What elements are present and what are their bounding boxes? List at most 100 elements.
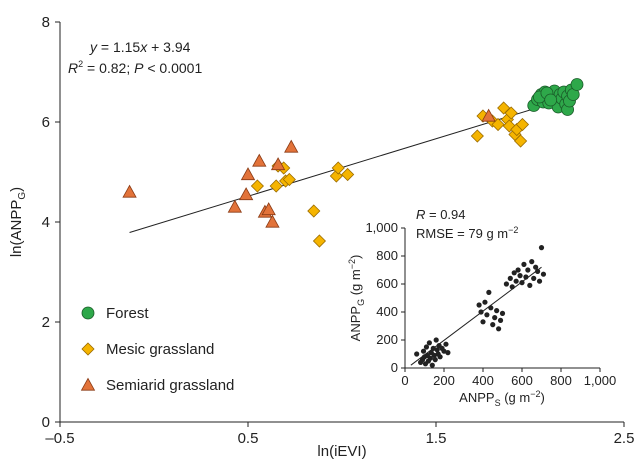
inset-chart: 0 200 400 600 800 1,000 0 200 400 600 800 1,000 R … <box>340 207 618 408</box>
inset-point <box>426 340 432 346</box>
inset-point <box>509 284 515 290</box>
inset-y-tick-label: 400 <box>376 304 398 319</box>
inset-point <box>538 245 545 251</box>
inset-point <box>525 267 531 273</box>
x-axis-title: ln(iEVI) <box>317 443 366 460</box>
legend-label-mesic-grassland: Mesic grassland <box>106 341 214 358</box>
inset-y-tick-label: 0 <box>391 360 398 375</box>
inset-point <box>513 278 519 284</box>
semiarid-grassland-point <box>252 153 267 167</box>
semiarid-grassland-point <box>265 214 280 228</box>
mesic-grassland-point <box>312 234 327 248</box>
mesic-grassland-point <box>269 179 283 193</box>
inset-point <box>478 309 484 315</box>
inset-x-tick-label: 600 <box>511 373 533 388</box>
inset-point <box>494 308 500 314</box>
inset-point <box>431 352 437 358</box>
legend-marker-forest <box>81 306 95 320</box>
y-tick-label: 6 <box>42 114 50 131</box>
inset-point <box>437 354 443 360</box>
main-points <box>122 78 584 248</box>
inset-point <box>484 312 490 318</box>
semiarid-grassland-point <box>227 199 243 213</box>
semiarid-grassland-point <box>481 108 496 122</box>
inset-point <box>490 322 496 328</box>
inset-point <box>521 261 527 267</box>
mesic-grassland-point <box>470 129 484 143</box>
inset-point <box>499 310 506 316</box>
inset-point <box>535 268 541 274</box>
legend-label-semiarid-grassland: Semiarid grassland <box>106 377 234 394</box>
semiarid-grassland-point <box>270 157 286 171</box>
inset-y-tick-label: 1,000 <box>365 220 398 235</box>
inset-point <box>533 264 539 270</box>
mesic-grassland-point <box>282 172 296 187</box>
mesic-grassland-point <box>515 117 530 132</box>
inset-points <box>414 245 547 368</box>
forest-point <box>544 93 558 107</box>
semiarid-grassland-point <box>238 187 254 201</box>
inset-point <box>432 357 438 363</box>
semiarid-grassland-point <box>261 202 276 216</box>
inset-point <box>540 271 547 277</box>
inset-point <box>420 348 427 354</box>
inset-point <box>482 299 488 305</box>
y-tick-label: 0 <box>42 414 50 431</box>
forest-point <box>570 78 584 91</box>
inset-y-ticks: 0 200 400 600 800 1,000 <box>365 220 405 375</box>
inset-point <box>476 302 482 308</box>
inset-x-ticks: 0 200 400 600 800 1,000 <box>401 368 616 388</box>
inset-point <box>517 273 523 279</box>
inset-point <box>507 275 513 281</box>
y-tick-label: 4 <box>42 214 50 231</box>
mesic-grassland-point <box>307 204 321 218</box>
semiarid-grassland-point <box>122 184 137 198</box>
mesic-grassland-point <box>341 167 355 182</box>
inset-y-axis-title: ANPPG (g m−2) <box>347 255 366 342</box>
inset-point <box>423 344 430 350</box>
inset-point <box>414 351 420 357</box>
mesic-grassland-point <box>250 179 264 193</box>
inset-x-tick-label: 1,000 <box>584 373 617 388</box>
inset-point <box>445 350 451 356</box>
inset-point <box>529 259 535 265</box>
main-axes: 0 2 4 6 8 –0.5 0.5 1.5 2.5 <box>42 14 635 447</box>
inset-point <box>523 274 529 280</box>
inset-x-tick-label: 200 <box>433 373 455 388</box>
inset-y-tick-label: 800 <box>376 248 398 263</box>
inset-x-tick-label: 400 <box>472 373 494 388</box>
x-tick-label: –0.5 <box>45 430 74 447</box>
y-tick-label: 8 <box>42 14 50 31</box>
x-ticks: –0.5 0.5 1.5 2.5 <box>45 422 634 447</box>
inset-point <box>430 345 436 351</box>
legend-marker-mesic-grassland <box>81 342 95 356</box>
x-tick-label: 2.5 <box>614 430 635 447</box>
inset-x-tick-label: 0 <box>401 373 408 388</box>
legend-marker-semiarid-grassland <box>80 377 96 391</box>
regression-equation: y = 1.15x + 3.94 <box>89 39 191 55</box>
semiarid-grassland-point <box>284 139 299 153</box>
semiarid-grassland-point <box>240 167 256 181</box>
mesic-grassland-point <box>331 161 345 175</box>
inset-point <box>496 326 502 332</box>
regression-stats: R2 = 0.82; P < 0.0001 <box>68 59 202 76</box>
inset-x-axis-title: ANPPS (g m−2) <box>459 389 545 408</box>
inset-point <box>429 362 435 368</box>
inset-point <box>497 317 504 323</box>
mesic-grassland-point <box>504 106 518 120</box>
inset-point <box>486 289 492 295</box>
inset-point <box>492 315 498 321</box>
inset-point <box>511 270 517 276</box>
inset-point <box>531 275 537 281</box>
mesic-grassland-point <box>514 134 528 148</box>
inset-x-tick-label: 800 <box>550 373 572 388</box>
inset-y-tick-label: 200 <box>376 332 398 347</box>
inset-rmse-annotation: RMSE = 79 g m−2 <box>416 225 518 241</box>
y-tick-label: 2 <box>42 314 50 331</box>
inset-r-annotation: R = 0.94 <box>416 207 466 222</box>
inset-point <box>515 267 521 273</box>
inset-point <box>427 355 433 361</box>
legend-label-forest: Forest <box>106 305 149 322</box>
inset-point <box>527 282 533 288</box>
